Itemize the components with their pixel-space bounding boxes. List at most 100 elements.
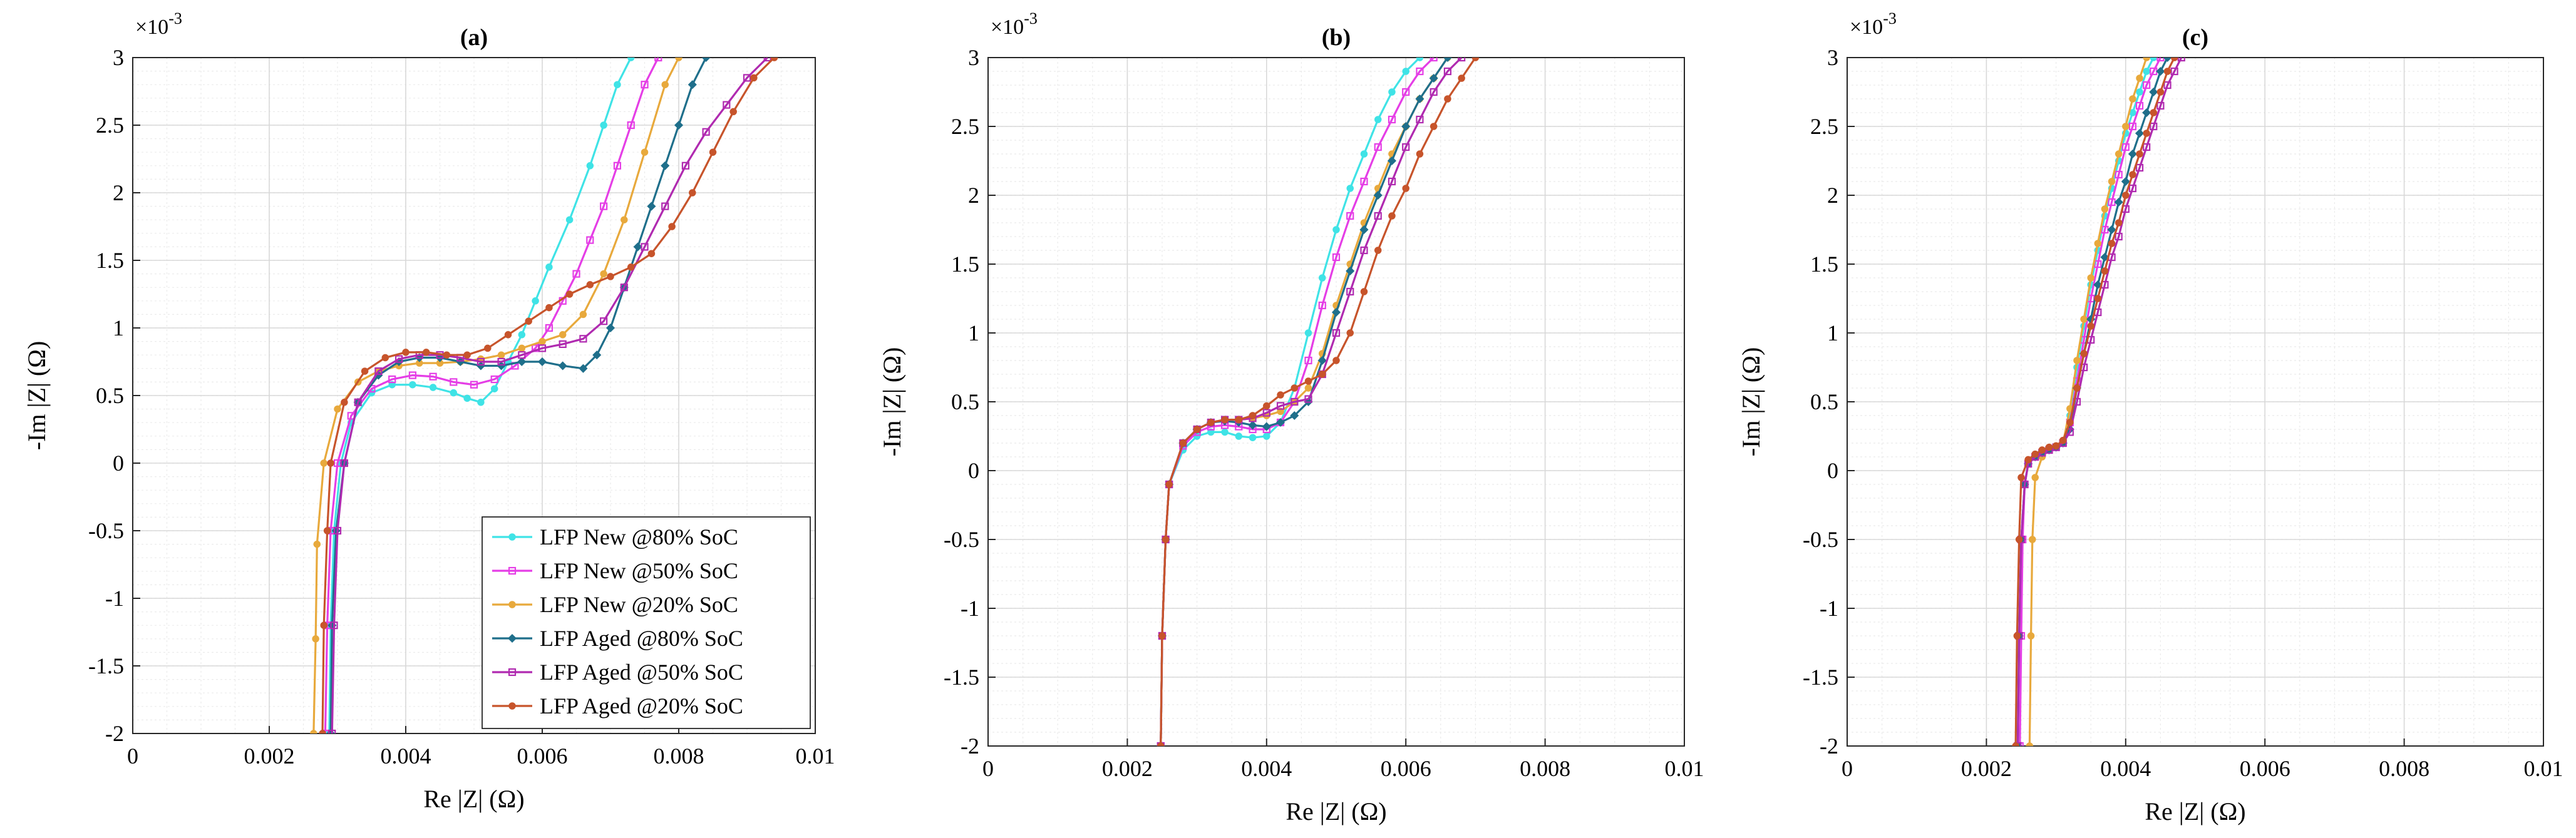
data-point (702, 128, 710, 136)
y-tick-label: -0.5 (944, 527, 979, 552)
y-tick-label: 1.5 (96, 248, 124, 273)
data-point (572, 270, 580, 278)
data-point (1162, 536, 1170, 543)
data-point (1179, 439, 1187, 447)
data-point (2128, 184, 2137, 193)
data-point (327, 459, 334, 467)
data-point (381, 354, 389, 362)
y-axis-label: -Im |Z| (Ω) (23, 341, 51, 451)
data-point (2080, 315, 2088, 323)
data-point (1277, 391, 1284, 399)
data-point (310, 730, 317, 733)
data-point (599, 202, 608, 210)
y-tick-label: 2 (1827, 183, 1838, 208)
data-point (2038, 446, 2046, 454)
data-point (1346, 287, 1354, 296)
data-point (2093, 280, 2103, 290)
data-point (2156, 58, 2165, 62)
panel-a: 0 0.002 0.004 0.006 0.008 0.01 -2 -1.5 -1 -0.5 0 0.… (23, 9, 835, 813)
data-point (586, 236, 594, 244)
legend-marker (508, 702, 516, 710)
data-point (340, 459, 349, 468)
data-point (613, 161, 622, 170)
data-point (320, 459, 327, 467)
y-tick-label: 2.5 (1810, 114, 1838, 139)
data-point (641, 243, 649, 251)
y-tick-label: 3 (113, 45, 124, 70)
data-point (1388, 212, 1396, 220)
data-point (1263, 402, 1270, 410)
y-tick-label: 0.5 (96, 383, 124, 408)
data-point (450, 378, 458, 386)
y-tick-label: -0.5 (88, 518, 124, 543)
data-point (2014, 742, 2022, 746)
data-point (2115, 170, 2123, 179)
data-point (599, 317, 608, 325)
data-point (1332, 357, 1340, 364)
data-point (497, 357, 505, 366)
legend-marker (508, 566, 517, 575)
data-point (1221, 416, 1229, 424)
data-point (1249, 434, 1257, 441)
data-point (537, 357, 547, 367)
x-tick-label: 0.008 (1520, 756, 1570, 781)
data-point (313, 540, 321, 548)
data-point (497, 351, 505, 359)
data-point (1471, 58, 1480, 61)
data-point (1332, 253, 1341, 262)
y-tick-label: 1 (113, 315, 124, 340)
data-point (2031, 450, 2039, 458)
data-point (450, 389, 458, 397)
data-point (490, 375, 498, 384)
y-tick-label: 2.5 (96, 113, 124, 138)
y-tick-label: -2 (1820, 733, 1838, 759)
data-point (689, 189, 696, 197)
data-point (2027, 632, 2035, 640)
data-point (388, 381, 396, 389)
y-tick-label: 1.5 (1810, 252, 1838, 277)
data-point (661, 161, 670, 170)
data-point (1235, 432, 1243, 440)
data-point (517, 357, 527, 367)
data-point (586, 162, 594, 170)
data-point (2107, 225, 2116, 235)
data-point (559, 340, 567, 349)
data-point (2115, 150, 2123, 158)
legend-box (482, 516, 811, 729)
x-tick-label: 0.002 (1961, 756, 2012, 781)
y-tick-label: -1 (961, 596, 979, 621)
data-point (545, 263, 553, 271)
data-point (2094, 260, 2102, 268)
data-point (429, 372, 437, 381)
data-point (1262, 422, 1271, 431)
data-point (709, 148, 717, 156)
data-point (1290, 411, 1299, 421)
data-point (2136, 88, 2143, 96)
data-point (333, 526, 342, 535)
data-point (2045, 443, 2053, 451)
data-point (1221, 428, 1229, 436)
data-point (2143, 81, 2151, 89)
x-tick-label: 0 (1842, 756, 1853, 781)
x-axis-label: Re |Z| (Ω) (1285, 797, 1386, 825)
y-tick-label: 0 (113, 451, 124, 476)
data-point (545, 324, 554, 332)
y-tick-label: 2 (968, 183, 979, 208)
data-point (1373, 190, 1383, 200)
data-point (1443, 67, 1452, 76)
legend: LFP New @80% SoC LFP New @50% SoC LFP New … (482, 516, 811, 729)
data-point (1207, 419, 1215, 426)
data-point (2087, 274, 2094, 282)
data-point (408, 371, 417, 379)
data-point (2143, 143, 2151, 151)
data-point (2100, 252, 2110, 262)
data-point (2073, 384, 2081, 392)
data-point (2136, 150, 2143, 158)
series-new50 (321, 58, 662, 733)
data-point (477, 399, 485, 406)
data-point (2052, 442, 2060, 450)
data-point (1291, 397, 1299, 406)
data-point (1402, 88, 1410, 96)
data-point (1387, 156, 1397, 166)
